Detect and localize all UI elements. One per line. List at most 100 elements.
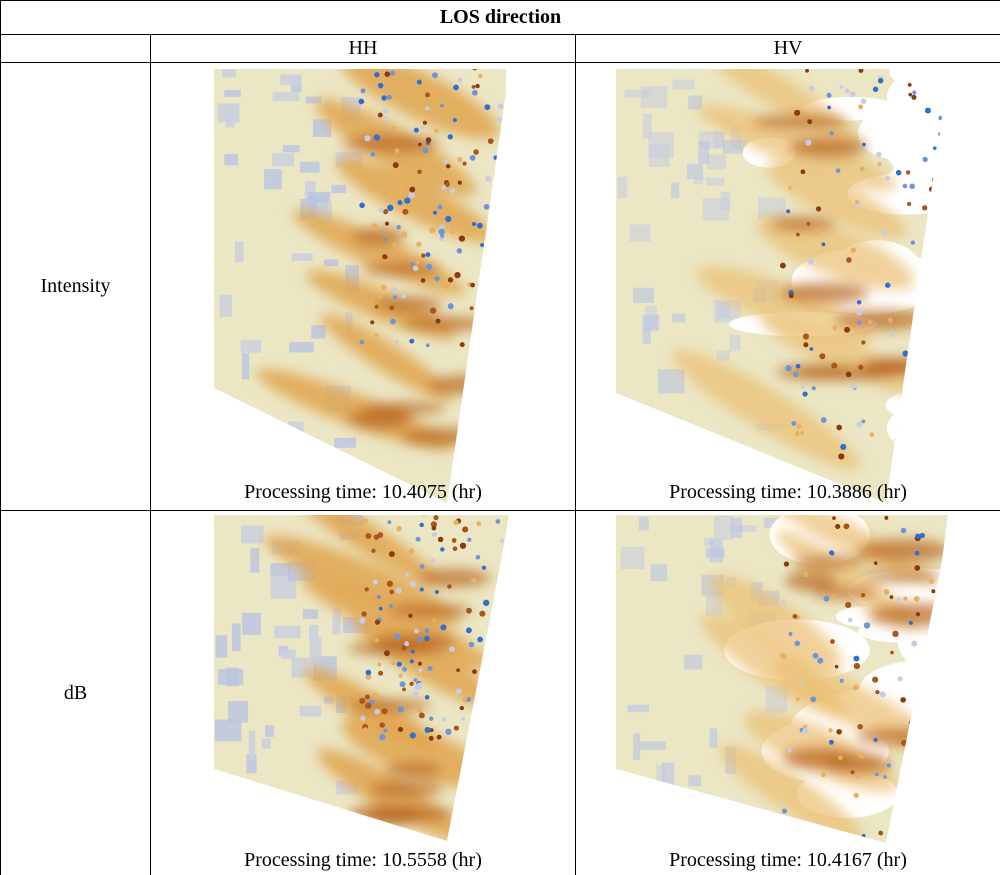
image-cell: Processing time: 10.4075 (hr) [150,62,576,511]
dot [374,709,381,715]
dot [382,209,389,215]
dot [809,347,814,351]
dot [853,792,859,799]
dot [475,83,480,89]
dot [378,670,383,676]
dot [800,169,806,175]
caption: Processing time: 10.5558 (hr) [244,849,482,871]
dot [372,579,378,585]
dot [931,589,936,594]
dot [882,229,888,236]
dot [447,584,452,589]
dot [481,565,487,570]
dot [488,705,496,712]
dot [399,183,405,190]
dot [884,515,889,520]
dot [889,595,894,599]
dot [401,645,407,651]
dot [391,242,397,248]
dot [896,597,902,603]
patch [686,163,704,180]
dot [845,371,852,378]
dot [425,263,433,271]
patch [642,326,651,344]
dot [472,669,477,675]
dot [378,606,383,611]
patch [672,79,695,90]
dot [415,536,421,542]
dot [414,628,419,634]
dot [855,774,860,779]
patch [248,730,256,759]
streak-dark [352,227,406,246]
dot [795,232,800,237]
streak [341,715,491,788]
patch [669,828,688,838]
map-image [616,69,946,503]
dot [396,168,402,174]
dot [945,812,948,817]
dot [827,105,831,110]
dot [794,431,800,437]
dot [420,278,426,283]
dot [830,639,835,644]
dot [919,696,925,702]
patch [299,705,322,717]
map [214,69,506,503]
dot [900,527,907,534]
dot [877,162,882,167]
patch [722,139,747,154]
dot [361,535,367,540]
dot [779,262,786,269]
dot [389,589,395,595]
patch [240,525,264,544]
dot [860,593,866,598]
dot [427,87,434,94]
dot [838,453,845,460]
map-image [214,69,506,503]
dot [470,577,477,584]
dot [914,565,921,571]
patch [635,819,658,840]
patch [627,704,650,713]
dot [832,516,836,520]
dot [417,636,423,643]
patch [633,287,654,303]
dot [495,725,501,731]
patch [311,325,326,339]
dot [365,669,372,676]
dot [802,333,810,340]
dot [374,304,379,309]
patch [640,85,668,108]
dot [807,119,813,125]
dot [462,526,469,533]
streak-dark [858,360,930,376]
dot [489,690,494,695]
dot [425,92,431,98]
dot [800,431,804,435]
caption: Processing time: 10.4075 (hr) [244,481,482,503]
dot [808,85,815,92]
dot [793,371,799,378]
patch [633,733,641,760]
dot [921,812,927,818]
dot [459,705,465,711]
gap [857,106,941,160]
patch [736,805,748,828]
dot [919,532,925,539]
dot [795,363,801,369]
patch [671,182,680,199]
dot [396,525,402,532]
dot [424,635,430,642]
dot [890,650,894,655]
dot [359,202,365,209]
dot [387,520,392,525]
dot [820,417,827,423]
patch [639,741,667,751]
dot [457,77,463,83]
dot [503,682,509,688]
dot [856,300,862,305]
streaks [701,515,948,843]
dot [482,705,489,712]
patch [716,350,730,361]
